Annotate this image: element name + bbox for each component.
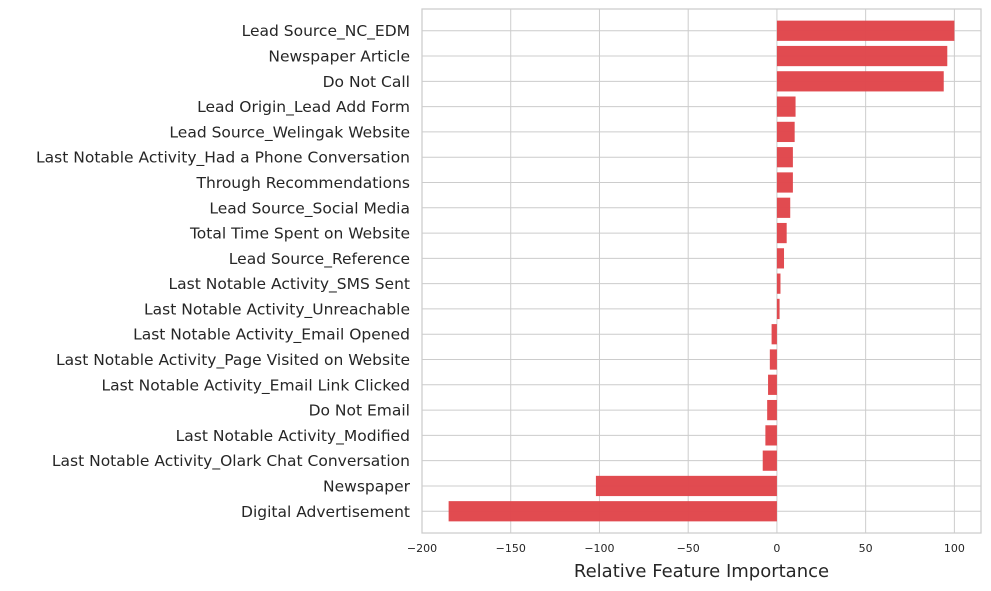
bars-group bbox=[448, 20, 955, 522]
bar bbox=[776, 71, 944, 92]
category-label: Lead Source_NC_EDM bbox=[242, 22, 410, 41]
bar bbox=[762, 450, 777, 471]
category-label: Lead Source_Reference bbox=[229, 250, 410, 269]
bar bbox=[768, 374, 777, 395]
bar bbox=[776, 172, 793, 193]
x-gridlines bbox=[421, 9, 955, 533]
x-tick-label: −50 bbox=[677, 542, 700, 555]
x-tick-label: 50 bbox=[859, 542, 873, 555]
category-label: Through Recommendations bbox=[196, 174, 411, 192]
bar bbox=[767, 399, 777, 421]
category-labels: Lead Source_NC_EDM Newspaper Article Do No… bbox=[36, 22, 411, 521]
bar bbox=[776, 273, 781, 294]
bar bbox=[776, 222, 787, 244]
x-tick-label: −200 bbox=[407, 542, 437, 555]
category-label: Newspaper bbox=[323, 477, 411, 495]
x-axis-title: Relative Feature Importance bbox=[574, 561, 829, 582]
x-tick-labels: −200 −150 −100 −50 0 50 100 bbox=[407, 542, 965, 555]
x-tick-label: −100 bbox=[584, 542, 614, 555]
bar bbox=[776, 248, 785, 269]
bar bbox=[771, 324, 777, 345]
bar bbox=[776, 45, 948, 67]
category-label: Do Not Call bbox=[323, 73, 410, 91]
category-label: Last Notable Activity_SMS Sent bbox=[169, 275, 410, 294]
bar bbox=[776, 197, 791, 218]
bar bbox=[776, 96, 796, 117]
category-label: Lead Source_Welingak Website bbox=[169, 123, 410, 142]
category-label: Lead Source_Social Media bbox=[209, 199, 410, 218]
category-label: Digital Advertisement bbox=[241, 503, 410, 521]
category-label: Newspaper Article bbox=[268, 48, 410, 66]
category-label: Last Notable Activity_Page Visited on We… bbox=[56, 351, 410, 370]
bar bbox=[776, 20, 955, 41]
plot-frame bbox=[421, 8, 982, 534]
category-label: Last Notable Activity_Modified bbox=[176, 427, 410, 446]
bar bbox=[776, 147, 793, 168]
x-tick-label: −150 bbox=[496, 542, 526, 555]
bar bbox=[765, 425, 777, 446]
category-label: Last Notable Activity_Had a Phone Conver… bbox=[36, 149, 410, 168]
y-gridlines bbox=[422, 30, 981, 512]
bar bbox=[776, 121, 795, 143]
bar bbox=[769, 349, 777, 370]
bar bbox=[595, 475, 777, 497]
category-label: Total Time Spent on Website bbox=[189, 225, 410, 243]
category-label: Do Not Email bbox=[309, 402, 410, 420]
category-label: Last Notable Activity_Email Opened bbox=[133, 326, 410, 345]
category-label: Last Notable Activity_Unreachable bbox=[144, 300, 410, 319]
x-tick-label: 0 bbox=[773, 542, 780, 555]
category-label: Last Notable Activity_Email Link Clicked bbox=[101, 376, 410, 395]
category-label: Lead Origin_Lead Add Form bbox=[197, 98, 410, 117]
bar bbox=[448, 501, 777, 522]
category-label: Last Notable Activity_Olark Chat Convers… bbox=[52, 452, 410, 471]
x-tick-label: 100 bbox=[944, 542, 965, 555]
bar bbox=[776, 298, 780, 320]
